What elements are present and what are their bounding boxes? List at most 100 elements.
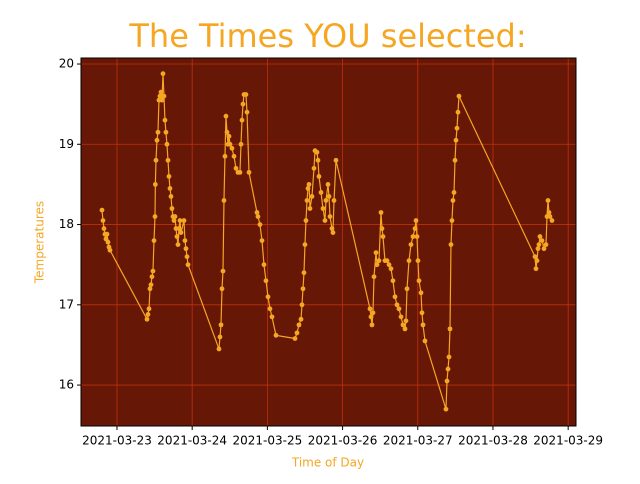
data-point <box>373 250 379 256</box>
data-point <box>244 109 250 115</box>
data-point <box>414 234 420 239</box>
data-point <box>178 230 184 235</box>
data-point <box>445 366 451 372</box>
data-point <box>331 198 337 203</box>
data-point <box>398 314 404 320</box>
data-point <box>392 294 398 300</box>
data-point <box>223 113 229 119</box>
data-point <box>267 306 273 312</box>
data-point <box>299 302 305 308</box>
data-point <box>303 218 309 223</box>
data-point <box>305 186 311 191</box>
data-point <box>269 314 275 320</box>
data-point <box>378 210 384 215</box>
data-point <box>380 234 386 239</box>
data-point <box>327 214 333 219</box>
data-point <box>165 157 171 163</box>
data-point <box>400 322 406 328</box>
data-point <box>320 206 326 211</box>
data-point <box>161 93 167 99</box>
data-point <box>224 129 230 135</box>
data-point <box>220 268 226 274</box>
data-point <box>158 89 164 95</box>
data-point <box>218 322 224 328</box>
data-point <box>261 262 267 268</box>
data-point <box>370 310 376 316</box>
data-point <box>413 218 419 223</box>
data-point <box>532 254 538 260</box>
data-point <box>307 206 313 211</box>
data-point <box>177 218 183 223</box>
data-point <box>243 92 249 97</box>
x-tick-label: 2021-03-27 <box>383 434 453 448</box>
data-point <box>543 242 549 248</box>
data-point <box>182 238 188 243</box>
data-point <box>226 133 232 139</box>
data-point <box>412 226 418 231</box>
data-point <box>422 338 428 344</box>
data-point <box>183 246 189 252</box>
data-point <box>159 97 165 103</box>
data-point <box>151 238 157 243</box>
data-point <box>326 194 332 199</box>
data-point <box>451 190 457 195</box>
data-point <box>238 141 244 147</box>
data-point <box>454 125 460 131</box>
data-point <box>153 157 159 163</box>
data-point <box>541 246 547 252</box>
data-point <box>294 330 300 336</box>
data-point <box>263 278 269 284</box>
data-point <box>231 153 237 159</box>
data-point <box>394 302 400 308</box>
data-point <box>396 306 402 312</box>
data-point <box>157 93 163 99</box>
data-point <box>419 310 425 316</box>
data-point <box>144 316 150 322</box>
data-point <box>298 316 304 322</box>
data-point <box>446 354 452 360</box>
data-point <box>386 262 392 268</box>
data-point <box>222 153 228 159</box>
data-point <box>376 258 382 264</box>
data-point <box>168 194 174 199</box>
data-point <box>402 326 408 332</box>
data-point <box>164 141 170 147</box>
data-point <box>233 165 239 171</box>
data-point <box>255 214 261 219</box>
data-point <box>302 242 308 248</box>
data-point <box>318 190 324 195</box>
data-point <box>175 242 181 248</box>
x-axis-label: Time of Day <box>291 456 364 470</box>
data-point <box>221 198 227 203</box>
data-point <box>534 258 540 264</box>
plot-frame <box>80 57 577 427</box>
data-point <box>154 137 160 143</box>
data-point <box>254 210 260 215</box>
data-point <box>181 218 187 223</box>
data-point <box>449 218 455 223</box>
data-point <box>101 226 107 231</box>
data-point <box>450 198 456 203</box>
data-point <box>163 129 169 135</box>
data-point <box>367 306 373 312</box>
data-point <box>100 218 106 223</box>
data-point <box>104 231 110 237</box>
data-point <box>301 270 307 276</box>
x-tick-label: 2021-03-26 <box>308 434 378 448</box>
data-point <box>374 262 380 268</box>
x-tick-label: 2021-03-29 <box>533 434 603 448</box>
data-point <box>148 282 154 288</box>
data-point <box>549 218 555 223</box>
data-point <box>322 218 328 223</box>
data-point <box>229 145 235 151</box>
data-point <box>150 268 156 274</box>
data-point <box>456 93 462 99</box>
y-tick-label: 18 <box>59 217 74 231</box>
data-point <box>453 137 459 143</box>
data-point <box>533 266 539 272</box>
y-tick-label: 19 <box>59 137 74 151</box>
data-point <box>246 169 252 175</box>
data-point <box>410 234 416 239</box>
data-point <box>155 129 161 135</box>
